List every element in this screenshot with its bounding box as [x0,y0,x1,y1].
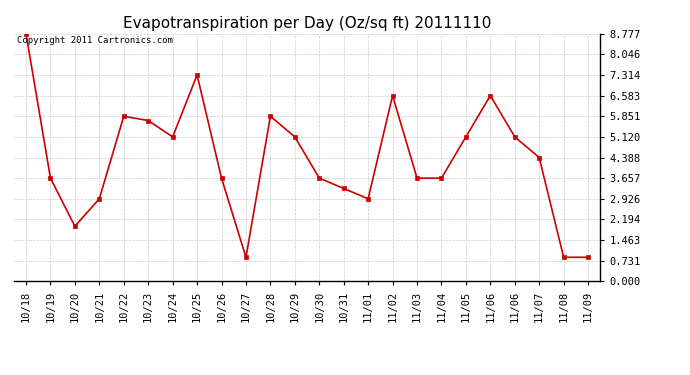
Title: Evapotranspiration per Day (Oz/sq ft) 20111110: Evapotranspiration per Day (Oz/sq ft) 20… [123,16,491,31]
Text: Copyright 2011 Cartronics.com: Copyright 2011 Cartronics.com [17,36,172,45]
